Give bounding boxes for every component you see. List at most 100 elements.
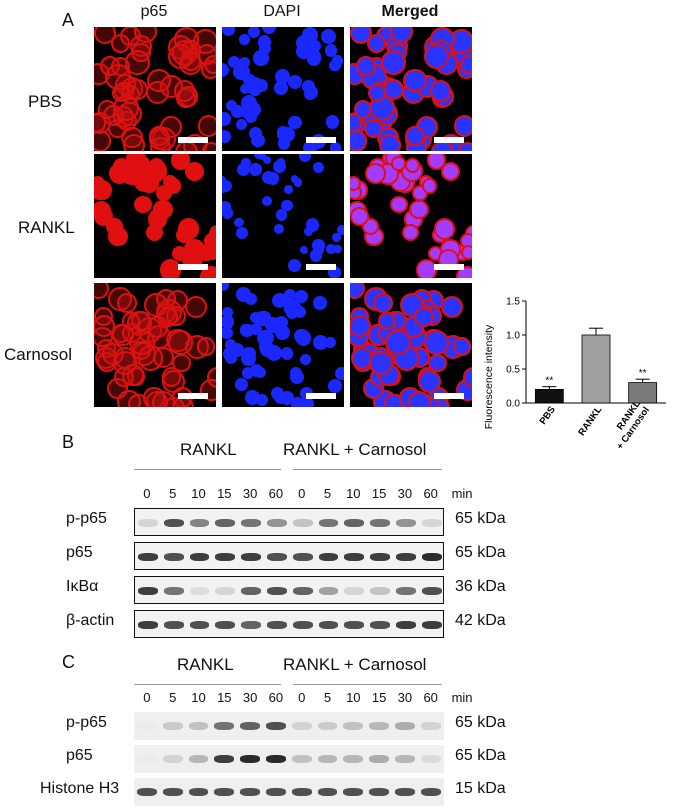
blot-strip	[134, 576, 444, 604]
blot-band	[369, 722, 389, 730]
cell	[296, 43, 312, 60]
cell	[403, 68, 427, 93]
cell	[335, 367, 344, 380]
cell	[284, 185, 293, 194]
cell	[356, 55, 377, 77]
blot-band	[344, 621, 365, 629]
row-label-carnosol: Carnosol	[4, 345, 73, 364]
row-label-pbs: PBS	[28, 92, 63, 111]
micrograph-rankl-dapi	[222, 154, 344, 278]
cell	[324, 337, 336, 348]
blot-band	[395, 755, 415, 763]
scale-bar	[434, 137, 464, 143]
fluorescence-bar-chart: Fluorescence intensity 0.0 0.5 1.0 1.5 ** PBS…	[483, 297, 666, 452]
cell	[273, 81, 288, 96]
blot-band	[317, 788, 338, 796]
blot-band	[188, 722, 209, 730]
time-point-label: 0	[143, 690, 151, 705]
cell	[111, 83, 130, 102]
cell	[245, 389, 260, 405]
blot-band	[317, 755, 338, 763]
cell	[201, 141, 216, 151]
cell	[274, 325, 290, 341]
cell	[158, 306, 179, 327]
cell	[326, 244, 336, 254]
blot-band	[214, 755, 235, 763]
cell	[312, 161, 325, 174]
cell	[222, 207, 234, 219]
blot-band	[137, 755, 157, 763]
cell	[251, 133, 265, 148]
cell	[433, 218, 456, 240]
blot-band	[344, 553, 365, 561]
cell	[350, 283, 365, 300]
cell	[117, 293, 138, 313]
cell	[293, 178, 303, 187]
cell	[222, 306, 234, 319]
cell	[286, 306, 299, 319]
cell	[378, 312, 397, 331]
blot-band	[189, 621, 210, 629]
cell	[261, 170, 276, 184]
cell	[234, 217, 244, 228]
time-point-label: 60	[423, 486, 438, 501]
blot-band	[240, 722, 260, 730]
blot-label: p-p65	[66, 510, 107, 527]
cell	[440, 161, 461, 181]
blot-band	[266, 788, 286, 796]
time-unit-label: min	[451, 486, 473, 501]
cell	[236, 226, 248, 239]
group-underline	[292, 469, 442, 470]
cell	[256, 393, 269, 407]
cell	[94, 27, 116, 45]
cell	[228, 55, 241, 69]
blot-band	[344, 519, 365, 527]
cell	[302, 27, 318, 43]
blot-band	[214, 788, 235, 796]
cell	[414, 306, 435, 327]
cell	[441, 296, 464, 319]
blot-band	[162, 722, 183, 730]
cell	[245, 111, 258, 124]
blot-band	[292, 519, 313, 527]
cell	[236, 162, 250, 176]
time-point-label: 15	[371, 486, 387, 501]
cell	[277, 125, 290, 138]
blot-band	[163, 553, 184, 561]
blot-band	[138, 553, 158, 561]
cell	[147, 68, 171, 93]
cell	[238, 33, 251, 46]
cell	[259, 341, 271, 353]
cell	[381, 50, 406, 76]
cell	[177, 218, 200, 240]
time-point-label: 5	[323, 690, 332, 705]
blot-kda: 42 kDa	[455, 612, 506, 629]
time-point-label: 5	[169, 690, 177, 705]
blot-band	[188, 755, 209, 763]
micrograph-carnosol-dapi	[222, 283, 344, 407]
blot-band	[240, 755, 260, 763]
cell	[289, 369, 305, 385]
blot-band	[214, 722, 235, 730]
cell	[307, 52, 322, 67]
cell	[203, 55, 216, 75]
blot-band	[318, 621, 339, 629]
cell	[313, 296, 327, 310]
cell	[350, 130, 368, 151]
cell	[457, 141, 472, 151]
blot-band	[292, 587, 313, 595]
cell	[134, 196, 152, 214]
blot-band	[163, 519, 184, 527]
cell	[313, 335, 329, 351]
blot-label: p-p65	[66, 714, 107, 731]
blot-band	[370, 621, 390, 629]
cell	[373, 293, 394, 313]
cell	[271, 293, 287, 309]
cell	[423, 329, 449, 355]
blot-band	[267, 621, 287, 629]
cell	[417, 369, 442, 394]
cell	[161, 369, 186, 394]
bar-1	[581, 334, 611, 404]
blot-band	[241, 621, 261, 629]
panel-c-letter: C	[62, 652, 75, 672]
